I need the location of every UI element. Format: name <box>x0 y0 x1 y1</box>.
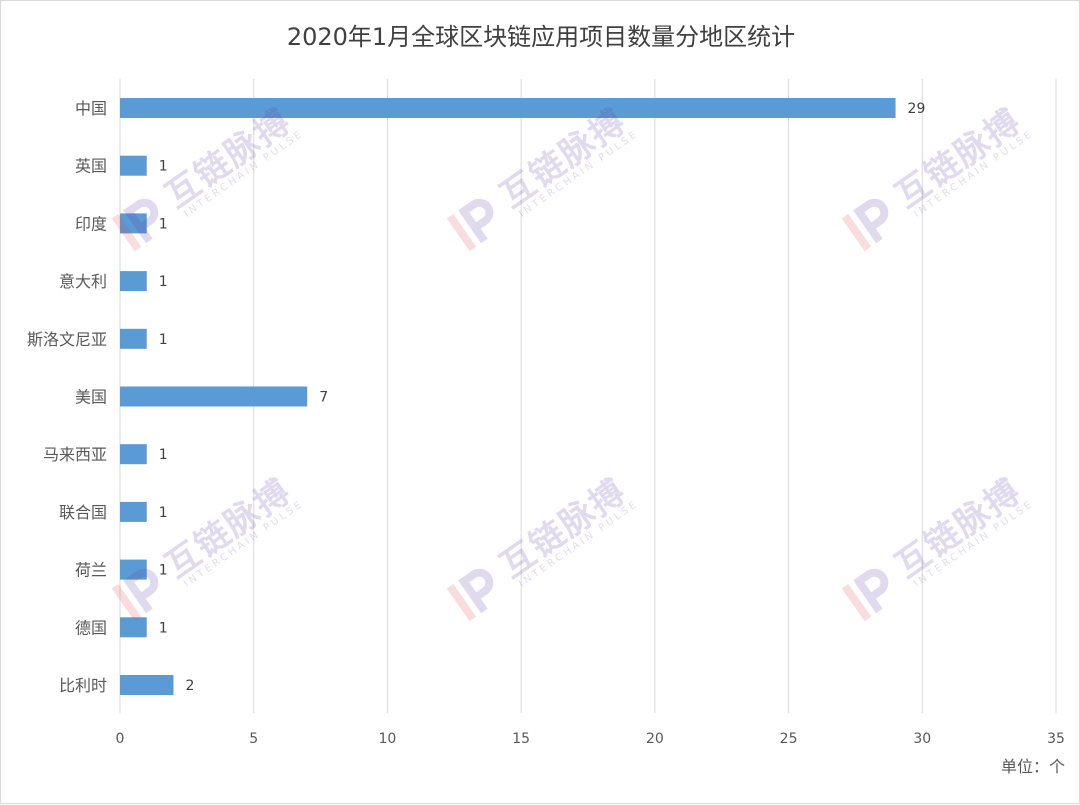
category-label: 荷兰 <box>75 561 107 580</box>
x-tick-label: 0 <box>116 731 125 747</box>
bar <box>120 271 147 292</box>
bar <box>120 501 147 522</box>
x-tick-label: 15 <box>512 731 530 747</box>
data-label: 29 <box>908 101 926 117</box>
category-label: 意大利 <box>59 272 107 291</box>
gridlines <box>119 79 1057 713</box>
x-tick-label: 20 <box>646 731 664 747</box>
data-label: 1 <box>159 159 168 175</box>
x-tick-labels: 0 5 10 15 20 25 30 35 <box>116 731 1065 747</box>
category-label: 德国 <box>75 618 107 637</box>
chart-title: 2020年1月全球区块链应用项目数量分地区统计 <box>287 23 795 51</box>
x-tick-label: 25 <box>780 731 798 747</box>
data-label: 1 <box>159 563 168 579</box>
data-label: 1 <box>159 332 168 348</box>
category-label: 马来西亚 <box>43 445 107 464</box>
data-label: 7 <box>319 390 328 406</box>
bars <box>120 98 896 695</box>
category-label: 英国 <box>75 157 107 176</box>
category-label: 印度 <box>75 214 107 233</box>
x-tick-label: 10 <box>379 731 397 747</box>
bar <box>120 328 147 349</box>
data-label: 1 <box>159 274 168 290</box>
bar <box>120 155 147 176</box>
data-label: 1 <box>159 447 168 463</box>
data-label: 1 <box>159 505 168 521</box>
data-labels: 29 1 1 1 1 7 1 1 1 1 2 <box>159 101 926 694</box>
x-tick-label: 35 <box>1047 731 1065 747</box>
data-label: 1 <box>159 216 168 232</box>
bar <box>120 617 147 638</box>
data-label: 2 <box>185 678 194 694</box>
bar <box>120 98 896 118</box>
category-label: 中国 <box>75 99 107 118</box>
category-label: 联合国 <box>59 503 107 522</box>
x-tick-label: 5 <box>249 731 258 747</box>
category-label: 比利时 <box>59 676 107 695</box>
bar <box>120 386 308 407</box>
bar <box>120 213 147 234</box>
data-label: 1 <box>159 620 168 636</box>
category-label: 斯洛文尼亚 <box>27 330 107 349</box>
unit-label: 单位：个 <box>1001 757 1065 776</box>
bar <box>120 675 174 695</box>
bar <box>120 444 147 465</box>
x-tick-label: 30 <box>913 731 931 747</box>
category-label: 美国 <box>75 388 107 407</box>
bar <box>120 559 147 580</box>
